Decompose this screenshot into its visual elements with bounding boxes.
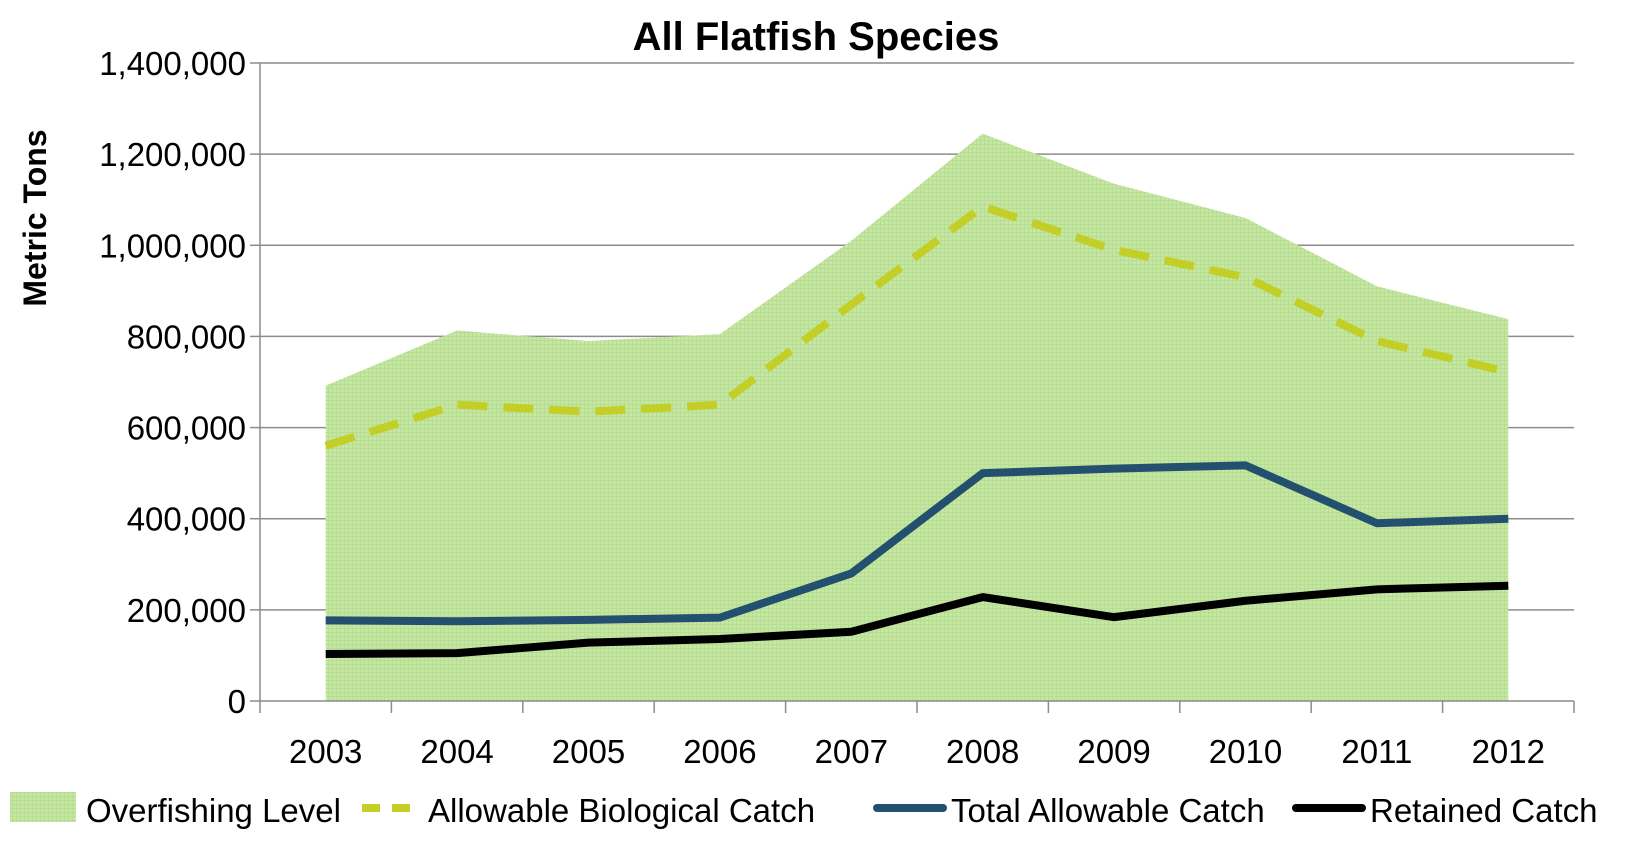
data-point [980,594,986,600]
x-tick-label: 2011 [1341,733,1412,770]
data-point [1243,462,1249,468]
series-area-overfishing-level [325,133,1509,701]
data-point [1505,516,1511,522]
data-point [1243,598,1249,604]
data-point [323,443,329,449]
data-point [848,629,854,635]
data-point [848,302,854,308]
x-tick-label: 2005 [552,733,625,770]
x-tick-label: 2008 [946,733,1019,770]
y-tick-label: 1,400,000 [99,45,246,82]
data-point [980,204,986,210]
legend-label: Allowable Biological Catch [428,792,815,829]
data-point [586,409,592,415]
x-tick-labels: 2003 2004 2005 2006 2007 2008 2009 2010 2011 2012 [289,733,1545,770]
data-point [717,402,723,408]
series-line-total-allowable-catch [325,461,1509,626]
data-point [848,570,854,576]
area-layer [325,133,1509,701]
y-tick-label: 200,000 [127,592,246,629]
data-point [1111,466,1117,472]
data-point [1505,369,1511,375]
y-tick-labels: 0 200,000 400,000 600,000 800,000 1,000,000 1,… [99,45,246,720]
data-point [1111,614,1117,620]
x-tick-label: 2010 [1209,733,1282,770]
data-point [323,651,329,657]
legend: Overfishing Level Allowable Biological Ca… [10,792,1597,829]
data-point [586,617,592,623]
y-tick-label: 1,200,000 [99,136,246,173]
line-layer [323,202,1511,659]
y-tick-label: 0 [228,683,246,720]
y-tick-label: 1,000,000 [99,227,246,264]
legend-item-allowable-biological-catch: Allowable Biological Catch [362,792,815,829]
data-point [1374,586,1380,592]
series-line-allowable-biological-catch [324,202,1510,450]
x-tick-label: 2012 [1472,733,1545,770]
y-axis-label: Metric Tons [17,129,53,306]
legend-item-overfishing-level: Overfishing Level [10,792,341,829]
y-tick-label: 600,000 [127,410,246,447]
legend-label: Retained Catch [1370,792,1597,829]
data-point [1374,338,1380,344]
y-tick-label: 800,000 [127,318,246,355]
legend-item-total-allowable-catch: Total Allowable Catch [873,792,1265,829]
x-tick-label: 2009 [1077,733,1150,770]
x-tick-label: 2007 [815,733,888,770]
data-point [1243,274,1249,280]
data-point [586,640,592,646]
axis-layer [250,62,1575,713]
y-tick-label: 400,000 [127,501,246,538]
legend-swatch [10,792,76,822]
x-tick-label: 2006 [683,733,756,770]
x-tick-label: 2003 [289,733,362,770]
data-point [1111,247,1117,253]
data-point [980,470,986,476]
chart-title: All Flatfish Species [633,15,1000,59]
data-point [454,402,460,408]
data-point [1505,583,1511,589]
data-point [454,650,460,656]
legend-item-retained-catch: Retained Catch [1292,792,1597,829]
series-line-retained-catch [325,581,1509,659]
legend-label: Total Allowable Catch [951,792,1265,829]
legend-label: Overfishing Level [86,792,341,829]
data-point [1374,520,1380,526]
data-point [323,617,329,623]
data-point [454,618,460,624]
x-tick-label: 2004 [420,733,493,770]
data-point [717,636,723,642]
data-point [717,615,723,621]
